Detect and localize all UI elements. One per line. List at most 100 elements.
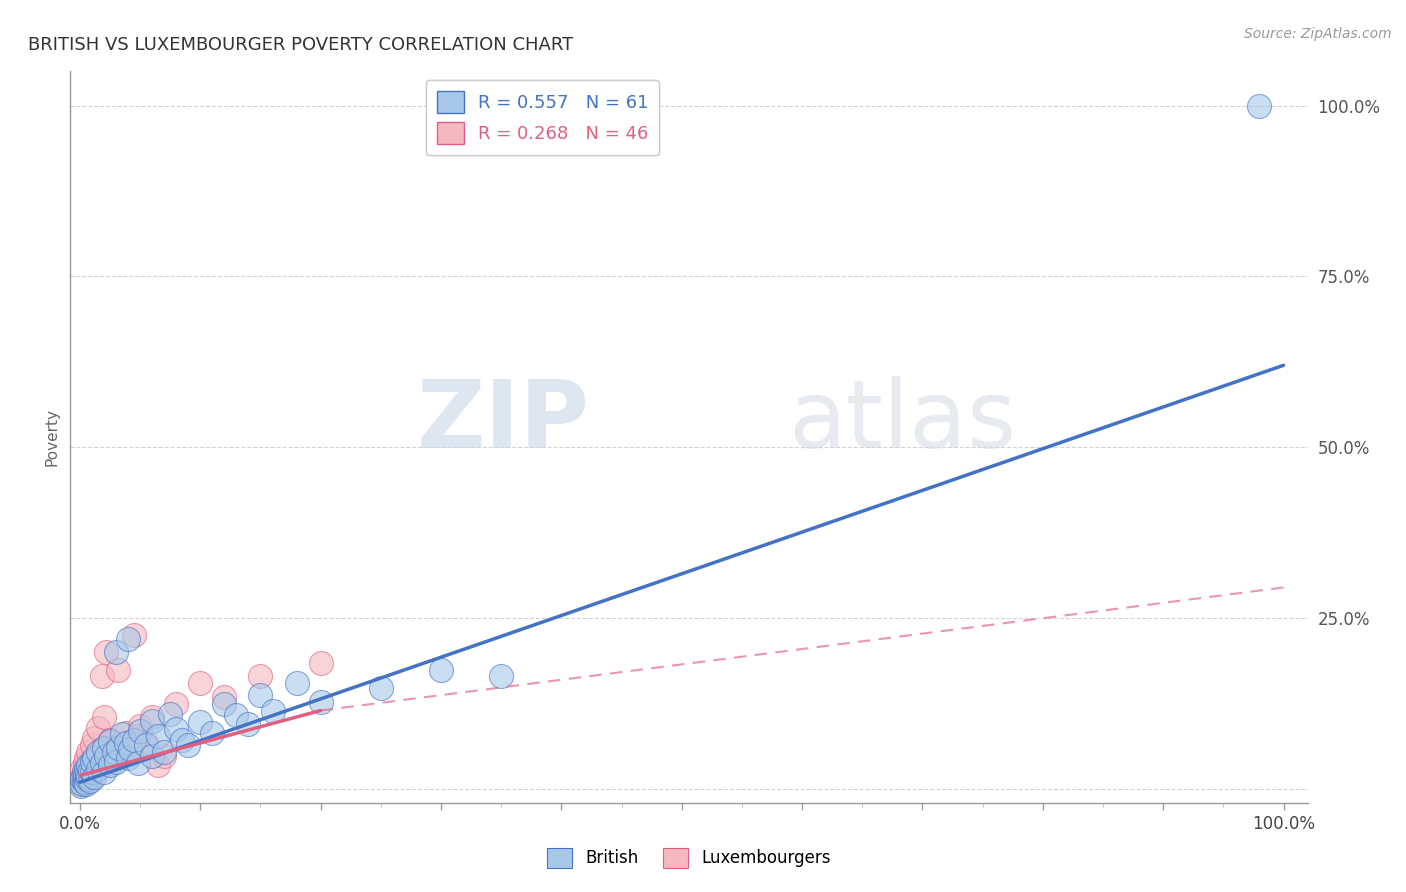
Point — [79, 773, 101, 788]
Point — [76, 763, 98, 777]
Legend: R = 0.557   N = 61, R = 0.268   N = 46: R = 0.557 N = 61, R = 0.268 N = 46 — [426, 80, 659, 155]
Point — [75, 777, 97, 791]
Point — [98, 732, 121, 747]
Point — [77, 745, 100, 759]
Point — [87, 762, 110, 776]
Point — [117, 751, 139, 765]
Point — [214, 690, 236, 704]
Point — [141, 714, 163, 728]
Point — [83, 763, 105, 777]
Point — [309, 656, 332, 670]
Point — [79, 770, 101, 784]
Point — [80, 753, 103, 767]
Point — [188, 676, 211, 690]
Point — [93, 765, 115, 780]
Point — [79, 763, 101, 777]
Point — [90, 756, 112, 771]
Point — [73, 768, 96, 782]
Point — [70, 777, 93, 791]
Point — [87, 721, 110, 735]
Point — [117, 632, 139, 646]
Point — [107, 741, 129, 756]
Point — [146, 758, 169, 772]
Point — [1249, 98, 1271, 112]
Point — [80, 755, 103, 769]
Point — [127, 729, 149, 743]
Point — [129, 724, 152, 739]
Point — [72, 773, 94, 788]
Point — [135, 736, 157, 750]
Point — [489, 669, 512, 683]
Point — [111, 749, 134, 764]
Point — [76, 772, 98, 786]
Point — [105, 755, 128, 769]
Point — [238, 717, 260, 731]
Point — [75, 751, 97, 765]
Point — [309, 695, 332, 709]
Point — [79, 758, 101, 772]
Point — [83, 770, 105, 784]
Point — [172, 732, 194, 747]
Point — [77, 758, 100, 772]
Point — [146, 729, 169, 743]
Point — [77, 770, 100, 784]
Point — [83, 731, 105, 745]
Point — [77, 767, 100, 781]
Point — [249, 669, 271, 683]
Point — [72, 765, 94, 780]
Point — [75, 772, 97, 786]
Point — [75, 762, 97, 776]
Point — [153, 749, 176, 764]
Point — [98, 758, 121, 772]
Point — [87, 749, 110, 764]
Point — [90, 742, 112, 756]
Point — [73, 768, 96, 782]
Point — [72, 762, 94, 776]
Point — [70, 779, 93, 793]
Point — [122, 628, 145, 642]
Text: Source: ZipAtlas.com: Source: ZipAtlas.com — [1244, 27, 1392, 41]
Point — [188, 715, 211, 730]
Point — [214, 697, 236, 711]
Point — [93, 710, 115, 724]
Point — [370, 681, 392, 695]
Point — [122, 732, 145, 747]
Point — [159, 706, 181, 721]
Point — [225, 708, 247, 723]
Point — [76, 775, 98, 789]
Point — [76, 767, 98, 781]
Legend: British, Luxembourgers: British, Luxembourgers — [540, 841, 838, 875]
Point — [93, 758, 115, 772]
Point — [96, 645, 118, 659]
Point — [103, 745, 125, 759]
Text: BRITISH VS LUXEMBOURGER POVERTY CORRELATION CHART: BRITISH VS LUXEMBOURGER POVERTY CORRELAT… — [28, 36, 574, 54]
Point — [430, 663, 453, 677]
Point — [107, 663, 129, 677]
Point — [120, 742, 142, 756]
Text: ZIP: ZIP — [418, 376, 591, 468]
Point — [96, 749, 118, 764]
Point — [114, 726, 136, 740]
Point — [120, 745, 142, 759]
Point — [90, 669, 112, 683]
Point — [105, 739, 128, 754]
Point — [111, 727, 134, 741]
Point — [114, 736, 136, 750]
Point — [117, 736, 139, 750]
Point — [249, 688, 271, 702]
Point — [72, 772, 94, 786]
Point — [72, 777, 94, 791]
Point — [80, 765, 103, 780]
Text: atlas: atlas — [787, 376, 1017, 468]
Point — [165, 722, 187, 736]
Point — [135, 738, 157, 752]
Point — [80, 738, 103, 752]
Point — [73, 775, 96, 789]
Point — [177, 738, 200, 752]
Point — [93, 741, 115, 756]
Point — [129, 719, 152, 733]
Point — [105, 645, 128, 659]
Point — [262, 704, 284, 718]
Point — [127, 756, 149, 771]
Point — [285, 676, 308, 690]
